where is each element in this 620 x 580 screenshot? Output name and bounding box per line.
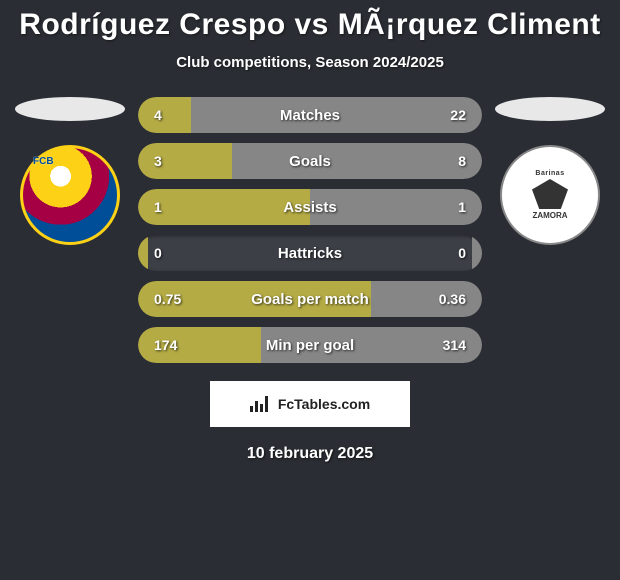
chart-icon (250, 396, 272, 412)
stat-value-right: 22 (450, 107, 466, 123)
stat-bar: 174Min per goal314 (138, 327, 482, 363)
stat-label: Goals (138, 153, 482, 170)
stat-value-right: 0 (458, 245, 466, 261)
club-badge-left: FCB (20, 145, 120, 245)
stat-bar: 4Matches22 (138, 97, 482, 133)
club-badge-right: Barinas ZAMORA (500, 145, 600, 245)
shield-icon (532, 179, 568, 209)
stat-value-left: 4 (154, 107, 162, 123)
attribution-text: FcTables.com (278, 396, 370, 412)
page-title: Rodríguez Crespo vs MÃ¡rquez Climent (10, 8, 610, 42)
comparison-infographic: Rodríguez Crespo vs MÃ¡rquez Climent Clu… (0, 0, 620, 471)
stat-bar: 1Assists1 (138, 189, 482, 225)
club-badge-right-bottom: ZAMORA (532, 211, 567, 220)
stat-label: Assists (138, 199, 482, 216)
stat-label: Matches (138, 107, 482, 124)
player-right-column: Barinas ZAMORA (490, 97, 610, 245)
player-left-column: FCB (10, 97, 130, 245)
stat-value-right: 8 (458, 153, 466, 169)
stat-value-left: 1 (154, 199, 162, 215)
attribution-badge: FcTables.com (210, 381, 410, 427)
stat-label: Goals per match (138, 291, 482, 308)
stat-value-right: 0.36 (439, 291, 466, 307)
stat-value-left: 0 (154, 245, 162, 261)
stat-bar: 3Goals8 (138, 143, 482, 179)
stat-bar: 0.75Goals per match0.36 (138, 281, 482, 317)
stat-label: Min per goal (138, 337, 482, 354)
stat-bar: 0Hattricks0 (138, 235, 482, 271)
stat-label: Hattricks (138, 245, 482, 262)
subtitle: Club competitions, Season 2024/2025 (10, 54, 610, 71)
stat-value-right: 1 (458, 199, 466, 215)
stat-value-right: 314 (443, 337, 466, 353)
date-label: 10 february 2025 (10, 445, 610, 463)
main-row: FCB 4Matches22 3Goals8 1Assists1 0Hattricks… (10, 97, 610, 363)
player-left-silhouette (15, 97, 125, 121)
stat-value-left: 0.75 (154, 291, 181, 307)
club-badge-right-top: Barinas (535, 170, 564, 177)
stat-value-left: 174 (154, 337, 177, 353)
player-right-silhouette (495, 97, 605, 121)
club-badge-left-text: FCB (33, 156, 54, 167)
stat-value-left: 3 (154, 153, 162, 169)
stats-column: 4Matches22 3Goals8 1Assists1 0Hattricks0 0.7… (130, 97, 490, 363)
